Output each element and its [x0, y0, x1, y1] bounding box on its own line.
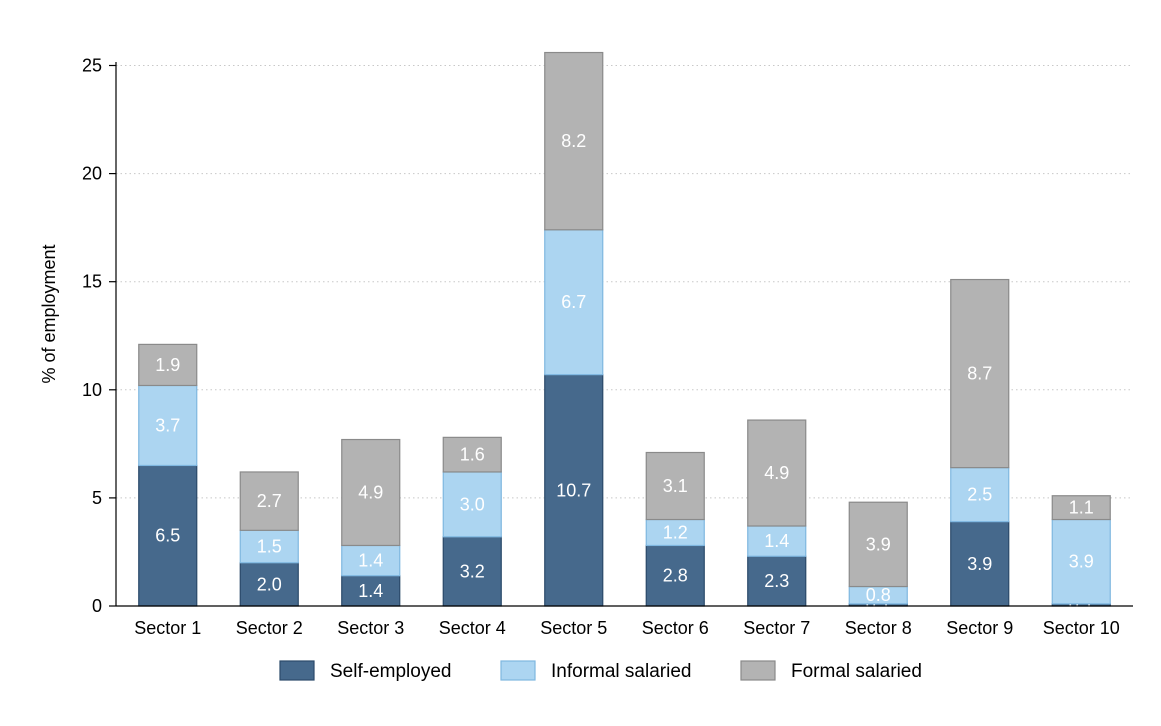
- bar-value-label: 10.7: [556, 480, 591, 500]
- y-tick-label: 15: [82, 272, 102, 292]
- bar-segment: [950, 467, 1010, 523]
- legend-label: Informal salaried: [551, 661, 691, 682]
- bar-value-label: 3.9: [967, 554, 992, 574]
- x-tick-label: Sector 9: [946, 618, 1013, 638]
- bar-value-label: 3.0: [460, 494, 485, 514]
- bar-value-label: 2.3: [764, 571, 789, 591]
- bar-value-label: 2.7: [257, 491, 282, 511]
- bar-value-label: 2.0: [257, 574, 282, 594]
- x-tick-label: Sector 1: [134, 618, 201, 638]
- legend-swatch: [500, 660, 536, 681]
- x-tick-label: Sector 10: [1043, 618, 1120, 638]
- bar-value-label: 1.2: [663, 522, 688, 542]
- bar-value-label: 6.7: [561, 292, 586, 312]
- bar-value-label: 2.8: [663, 566, 688, 586]
- y-tick-label: 0: [92, 596, 102, 616]
- y-tick-label: 10: [82, 380, 102, 400]
- axes: [115, 62, 1133, 607]
- bar-value-label: 0.8: [866, 585, 891, 605]
- x-tick-label: Sector 8: [845, 618, 912, 638]
- legend-label: Self-employed: [330, 661, 451, 682]
- bar-segment: [138, 343, 198, 387]
- bar-value-label: 4.9: [764, 463, 789, 483]
- bar-segment: [747, 525, 807, 557]
- bar-segment: [138, 384, 198, 467]
- y-tick-label: 20: [82, 164, 102, 184]
- bar-value-label: 1.4: [358, 551, 383, 571]
- bar-value-label: 3.1: [663, 476, 688, 496]
- bar-segment: [239, 471, 299, 531]
- bar-value-label: 2.5: [967, 485, 992, 505]
- x-tick-label: Sector 7: [743, 618, 810, 638]
- bar-segment: [442, 536, 502, 607]
- y-tick-label: 5: [92, 488, 102, 508]
- y-axis-title: % of employment: [39, 244, 59, 383]
- y-ticks: 0 5 10 15 20 25: [82, 56, 116, 616]
- bar-segment: [645, 451, 705, 521]
- bar-value-label: 1.6: [460, 445, 485, 465]
- bar-value-label: 1.5: [257, 537, 282, 557]
- bar-segment: [747, 555, 807, 607]
- bar-value-label: 8.7: [967, 364, 992, 384]
- legend-label: Formal salaried: [791, 661, 922, 682]
- bar-segment: [544, 51, 604, 231]
- bar-segment: [544, 229, 604, 376]
- bar-value-label: 3.9: [866, 534, 891, 554]
- x-tick-label: Sector 4: [439, 618, 506, 638]
- x-tick-labels: Sector 1 Sector 2 Sector 3 Sector 4 Sector 5…: [134, 618, 1120, 638]
- bar-segment: [645, 518, 705, 547]
- bar-segment: [341, 438, 401, 547]
- bar-segment: [1051, 518, 1111, 605]
- bar-segment: [442, 436, 502, 473]
- y-tick-label: 25: [82, 56, 102, 76]
- bar-segment: [544, 374, 604, 607]
- bar-value-label: 1.4: [764, 531, 789, 551]
- bar-value-label: 1.4: [358, 581, 383, 601]
- bar-value-label: 1.1: [1069, 498, 1094, 518]
- bar-segment: [848, 501, 908, 588]
- bar-segment: [950, 278, 1010, 469]
- bars: 6.5 3.7 1.9 2.0 1.5 2.7 1.4 1.4 4.9 3.2 3.0 1.6 10.7…: [138, 51, 1111, 615]
- bar-value-label: 3.9: [1069, 552, 1094, 572]
- bar-segment: [138, 464, 198, 607]
- bar-segment: [341, 544, 401, 577]
- legend: Self-employed Informal salaried Formal sal…: [279, 660, 922, 682]
- bar-segment: [1051, 495, 1111, 521]
- bar-value-label: 4.9: [358, 482, 383, 502]
- bar-segment: [747, 419, 807, 527]
- bar-value-label: 1.9: [155, 355, 180, 375]
- x-tick-label: Sector 5: [540, 618, 607, 638]
- x-tick-label: Sector 2: [236, 618, 303, 638]
- x-tick-label: Sector 3: [337, 618, 404, 638]
- bar-value-label: 3.2: [460, 561, 485, 581]
- bar-value-label: 6.5: [155, 526, 180, 546]
- bar-value-label: 8.2: [561, 131, 586, 151]
- legend-swatch: [740, 660, 776, 681]
- legend-swatch: [279, 660, 315, 681]
- bar-value-label: 3.7: [155, 415, 180, 435]
- x-tick-label: Sector 6: [642, 618, 709, 638]
